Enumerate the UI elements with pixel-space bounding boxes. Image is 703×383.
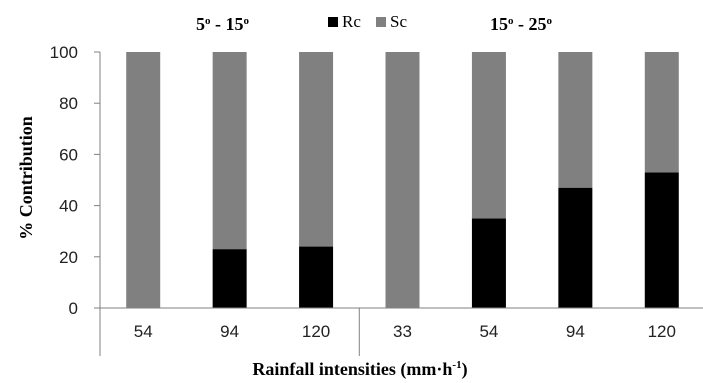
legend-rc-swatch — [328, 17, 338, 27]
bar-rc-2 — [212, 249, 247, 308]
bar-sc-4 — [385, 52, 420, 308]
y-tick-label: 20 — [59, 248, 78, 267]
x-tick-label: 54 — [479, 322, 498, 341]
group-label-1-deg-b: o — [244, 15, 250, 27]
group-label-1-deg-a: o — [205, 15, 211, 27]
bar-rc-6 — [558, 187, 593, 308]
y-tick-label: 100 — [50, 43, 78, 62]
x-tick-label: 94 — [220, 322, 239, 341]
x-tick-label: 94 — [566, 322, 585, 341]
bar-sc-3 — [299, 52, 334, 247]
bar-sc-5 — [471, 52, 506, 219]
legend-sc-swatch — [376, 17, 386, 27]
bar-rc-7 — [644, 172, 679, 308]
group-label-1-a: 5 — [196, 14, 205, 34]
legend-rc-label: Rc — [342, 12, 361, 31]
y-tick-label: 40 — [59, 197, 78, 216]
svg-text:5o - 15o: 5o - 15o — [196, 14, 250, 34]
group-label-1-b: - 15 — [211, 14, 244, 34]
legend-sc-label: Sc — [390, 12, 407, 31]
bar-rc-5 — [471, 218, 506, 308]
bar-rc-3 — [299, 246, 334, 308]
x-tick-label: 120 — [648, 322, 676, 341]
x-axis-title: Rainfall intensities (mm·h-1) — [252, 359, 467, 380]
y-tick-label: 80 — [59, 94, 78, 113]
bar-sc-7 — [644, 52, 679, 173]
bar-sc-6 — [558, 52, 593, 188]
legend: Rc Sc — [328, 12, 407, 31]
x-tick-label: 54 — [134, 322, 153, 341]
bar-sc-2 — [212, 52, 247, 250]
x-axis: 54 94 120 33 54 94 120 — [100, 307, 703, 356]
bars — [126, 52, 679, 308]
y-tick-label: 0 — [69, 299, 78, 318]
bar-sc-1 — [126, 52, 161, 308]
x-tick-label: 120 — [302, 322, 330, 341]
y-tick-label: 60 — [59, 145, 78, 164]
y-axis-title: % Contribution — [16, 116, 36, 240]
group-label-2: 15o - 25o — [490, 14, 553, 34]
group-label-1: 5o - 15o — [196, 14, 250, 34]
y-axis: 0 20 40 60 80 100 — [50, 43, 101, 356]
svg-text:15o - 25o: 15o - 25o — [490, 14, 553, 34]
x-tick-label: 33 — [393, 322, 412, 341]
